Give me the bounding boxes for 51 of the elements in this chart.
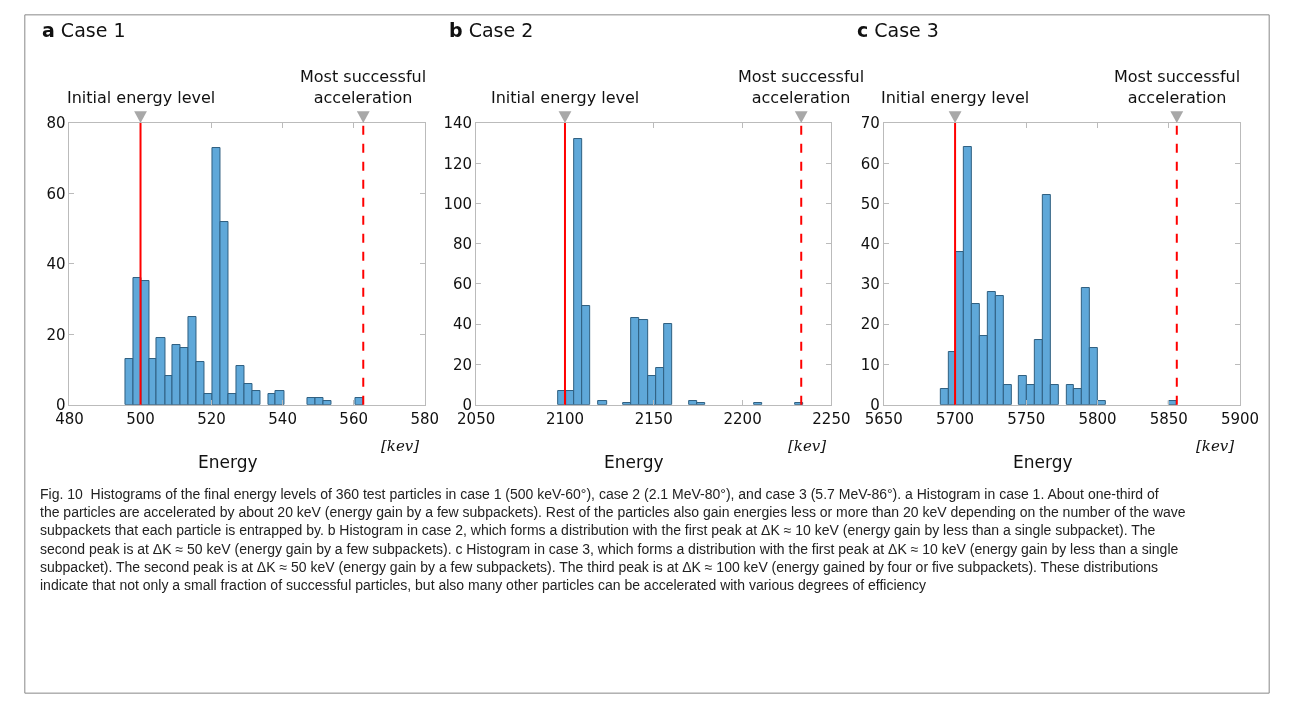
x-tick-label: 2050: [457, 409, 496, 428]
x-tick-label: 540: [268, 409, 297, 428]
text: [kev]: [788, 437, 827, 455]
text: [kev]: [381, 437, 420, 455]
text: [kev]: [1196, 437, 1235, 455]
y-tick-label: 60: [860, 154, 880, 173]
y-tick-label: 40: [860, 234, 880, 253]
y-tick-label: 80: [453, 234, 473, 253]
ref-line-label: Initial energy level: [67, 88, 216, 107]
x-tick-label: 520: [197, 409, 226, 428]
x-tick-label: 560: [339, 409, 368, 428]
x-tick-label: 2150: [634, 409, 673, 428]
ref-line-label: Initial energy level: [491, 88, 640, 107]
x-tick-label: 5850: [1149, 409, 1188, 428]
y-tick-label: 100: [443, 194, 473, 213]
y-tick-label: 40: [46, 255, 66, 274]
x-axis-title: Energy: [1013, 452, 1073, 472]
x-tick-label: 5750: [1007, 409, 1046, 428]
y-tick-label: 60: [453, 275, 473, 294]
x-tick-label: 5800: [1078, 409, 1117, 428]
x-axis-title: Energy: [198, 452, 258, 472]
x-tick-label: 480: [55, 409, 84, 428]
x-tick-label: 2100: [545, 409, 585, 428]
y-tick-label: 80: [46, 114, 66, 133]
chart-title: b Case 2: [449, 19, 534, 41]
y-tick-label: 120: [443, 154, 473, 173]
y-tick-label: 60: [46, 184, 66, 203]
y-tick-label: 20: [860, 315, 880, 334]
x-tick-label: 2200: [723, 409, 762, 428]
x-tick-label: 5900: [1220, 409, 1260, 428]
x-tick-label: 2250: [812, 409, 851, 428]
y-tick-label: 20: [46, 325, 66, 344]
chart-title: c Case 3: [857, 19, 939, 41]
x-tick-label: 5700: [935, 409, 975, 428]
y-tick-label: 140: [443, 114, 473, 133]
y-tick-label: 10: [860, 355, 880, 374]
ref-line-label: Most successful acceleration: [738, 67, 865, 107]
x-tick-label: 5650: [864, 409, 903, 428]
chart-title: a Case 1: [42, 19, 126, 41]
x-axis-title: Energy: [604, 452, 664, 472]
ref-line-label: Most successful acceleration: [300, 67, 427, 107]
y-tick-label: 50: [860, 194, 880, 213]
y-tick-label: 20: [453, 355, 473, 374]
x-tick-label: 500: [126, 409, 155, 428]
x-tick-label: 580: [410, 409, 440, 428]
y-tick-label: 30: [860, 275, 880, 294]
y-tick-label: 70: [860, 114, 880, 133]
y-tick-label: 40: [453, 315, 473, 334]
caption: Fig. 10 Histograms of the final energy levels of 360 test particles in case 1 (500 keV-60°), case 2 (2.1 MeV-80°), and case 3 (5.7 MeV-86°). a Histogram in case 1. About one-third of the particles are accelerated by about 20 keV (energy gain by a few subpackets). Rest of the particles also gain energies less or more than 20 keV depending on the number of the wave subpackets that each particle is entrapped by. b Histogram in case 2, which forms a distribution with the first peak at ΔK ≈ 10 keV (energy gain by less than a single subpacket). The second peak is at ΔK ≈ 50 keV (energy gain by a few subpackets). c Histogram in case 3, which forms a distribution with the first peak at ΔK ≈ 10 keV (energy gain by less than a single subpacket). The second peak is at ΔK ≈ 50 keV (energy gain by a few subpackets). The third peak is at ΔK ≈ 100 keV (energy gained by four or five subpackets). These distributions indicate that not only a small fraction of successful particles, but also many other particles can be accelerated with various degrees of efficiency: [40, 486, 1186, 593]
ref-line-label: Initial energy level: [881, 88, 1030, 107]
ref-line-label: Most successful acceleration: [1114, 67, 1241, 107]
